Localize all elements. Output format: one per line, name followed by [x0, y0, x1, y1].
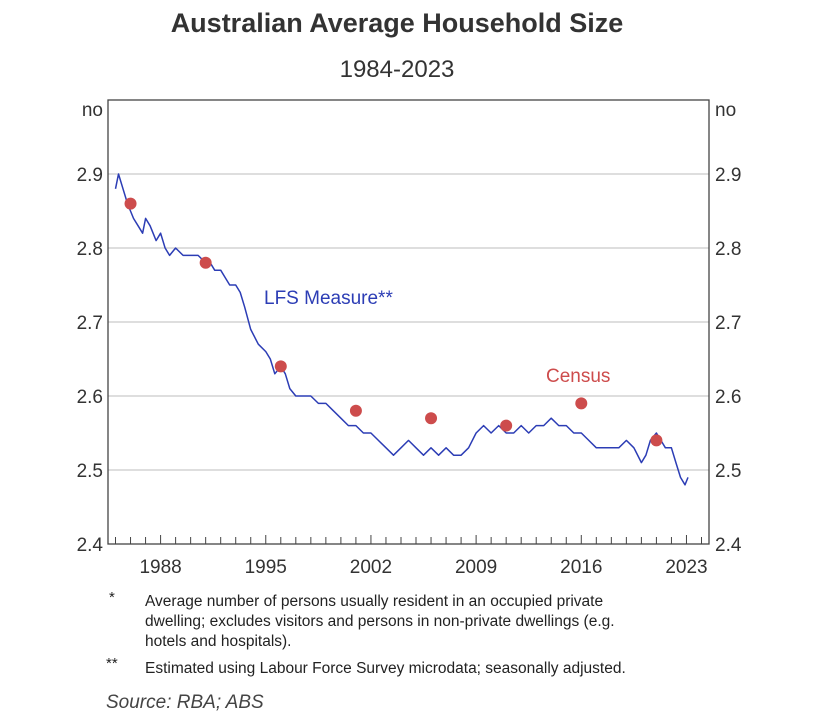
y-tick-right-2.9: 2.9 — [715, 165, 741, 186]
footnote-1: Average number of persons usually reside… — [145, 592, 615, 652]
x-tick-1995: 1995 — [245, 557, 287, 578]
y-tick-right-2.8: 2.8 — [715, 239, 741, 260]
census-point-2001 — [349, 404, 362, 417]
footnote-1-line-2: dwelling; excludes visitors and persons … — [145, 613, 615, 630]
footnote-2: Estimated using Labour Force Survey micr… — [145, 659, 626, 679]
y-tick-left-2.9: 2.9 — [77, 165, 103, 186]
y-tick-left-2.7: 2.7 — [77, 313, 103, 334]
chart-title: Australian Average Household Size — [170, 8, 624, 38]
source-note: Source: RBA; ABS — [106, 692, 264, 713]
series-layer — [114, 173, 689, 486]
grid-layer — [108, 173, 709, 471]
census-point-1996 — [274, 360, 287, 373]
x-tick-2002: 2002 — [350, 557, 392, 578]
footnote-marker-1: * — [109, 589, 115, 606]
census-point-2006 — [425, 412, 438, 425]
census-point-2016 — [575, 397, 588, 410]
census-point-1991 — [199, 256, 212, 269]
x-tick-1988: 1988 — [139, 557, 181, 578]
x-tick-2023: 2023 — [665, 557, 707, 578]
y-tick-left-2.5: 2.5 — [77, 461, 103, 482]
x-tick-2016: 2016 — [560, 557, 602, 578]
axis-layer — [115, 535, 702, 544]
census-point-1986 — [124, 197, 137, 210]
series-line-lfs-measure — [114, 173, 689, 486]
footnote-marker-2: ** — [106, 655, 118, 672]
census-point-2011 — [500, 419, 513, 432]
y-tick-right-2.5: 2.5 — [715, 461, 741, 482]
y-tick-right-2.7: 2.7 — [715, 313, 741, 334]
y-tick-right-2.6: 2.6 — [715, 387, 741, 408]
y-unit-left: no — [82, 100, 103, 121]
footnote-1-line-3: hotels and hospitals). — [145, 633, 292, 650]
annotation-lfs-measure: LFS Measure** — [264, 288, 393, 309]
census-point-2021 — [650, 434, 663, 447]
footnote-1-line-1: Average number of persons usually reside… — [145, 593, 604, 610]
y-tick-left-2.6: 2.6 — [77, 387, 103, 408]
x-tick-2009: 2009 — [455, 557, 497, 578]
y-tick-left-2.4: 2.4 — [77, 535, 104, 556]
annotation-census: Census — [546, 366, 610, 387]
chart-subtitle: 1984-2023 — [339, 56, 455, 83]
y-unit-right: no — [715, 100, 736, 121]
plot-frame — [107, 99, 710, 545]
footnote-2-line-1: Estimated using Labour Force Survey micr… — [145, 660, 626, 677]
chart-svg: 2.4 2.4 2.5 2.5 2.6 2.6 2.7 2.7 2.8 2.8 2.9 2.9 no no… — [77, 99, 742, 578]
y-tick-right-2.4: 2.4 — [715, 535, 742, 556]
label-layer: 2.4 2.4 2.5 2.5 2.6 2.6 2.7 2.7 2.8 2.8 2.9 2.9 no no… — [77, 100, 742, 578]
y-tick-left-2.8: 2.8 — [77, 239, 103, 260]
